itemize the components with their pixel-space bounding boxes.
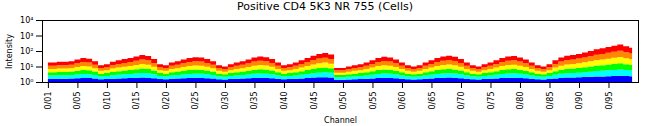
svg-text:10²: 10² bbox=[20, 47, 33, 56]
svg-text:Channel: Channel bbox=[324, 116, 357, 125]
svg-text:0/90: 0/90 bbox=[575, 92, 584, 110]
svg-text:0/50: 0/50 bbox=[339, 92, 348, 110]
svg-text:0/95: 0/95 bbox=[605, 92, 614, 110]
svg-text:10⁴: 10⁴ bbox=[20, 16, 33, 25]
svg-text:0/70: 0/70 bbox=[457, 92, 466, 110]
svg-text:0/10: 0/10 bbox=[103, 92, 112, 110]
svg-text:0/55: 0/55 bbox=[369, 92, 378, 110]
svg-text:Intensity: Intensity bbox=[5, 34, 14, 69]
svg-text:0/80: 0/80 bbox=[516, 92, 525, 110]
html-text:Positive CD4 5K3 NR 755 (Cells: Positive CD4 5K3 NR 755 (Cells) bbox=[237, 0, 413, 13]
svg-text:0/30: 0/30 bbox=[221, 92, 230, 110]
svg-text:0/20: 0/20 bbox=[162, 92, 171, 110]
svg-text:0/35: 0/35 bbox=[250, 92, 259, 110]
svg-text:0/40: 0/40 bbox=[280, 92, 289, 110]
svg-text:0/05: 0/05 bbox=[73, 92, 82, 110]
svg-text:0/75: 0/75 bbox=[487, 92, 496, 110]
svg-text:0/85: 0/85 bbox=[546, 92, 555, 110]
svg-text:0/25: 0/25 bbox=[191, 92, 200, 110]
svg-text:10⁰: 10⁰ bbox=[20, 78, 33, 87]
svg-text:0/45: 0/45 bbox=[310, 92, 319, 110]
svg-text:0/60: 0/60 bbox=[398, 92, 407, 110]
svg-text:0/01: 0/01 bbox=[44, 92, 53, 110]
svg-text:10¹: 10¹ bbox=[20, 63, 33, 72]
svg-text:10³: 10³ bbox=[20, 32, 33, 41]
svg-text:0/65: 0/65 bbox=[428, 92, 437, 110]
svg-text:0/15: 0/15 bbox=[132, 92, 141, 110]
